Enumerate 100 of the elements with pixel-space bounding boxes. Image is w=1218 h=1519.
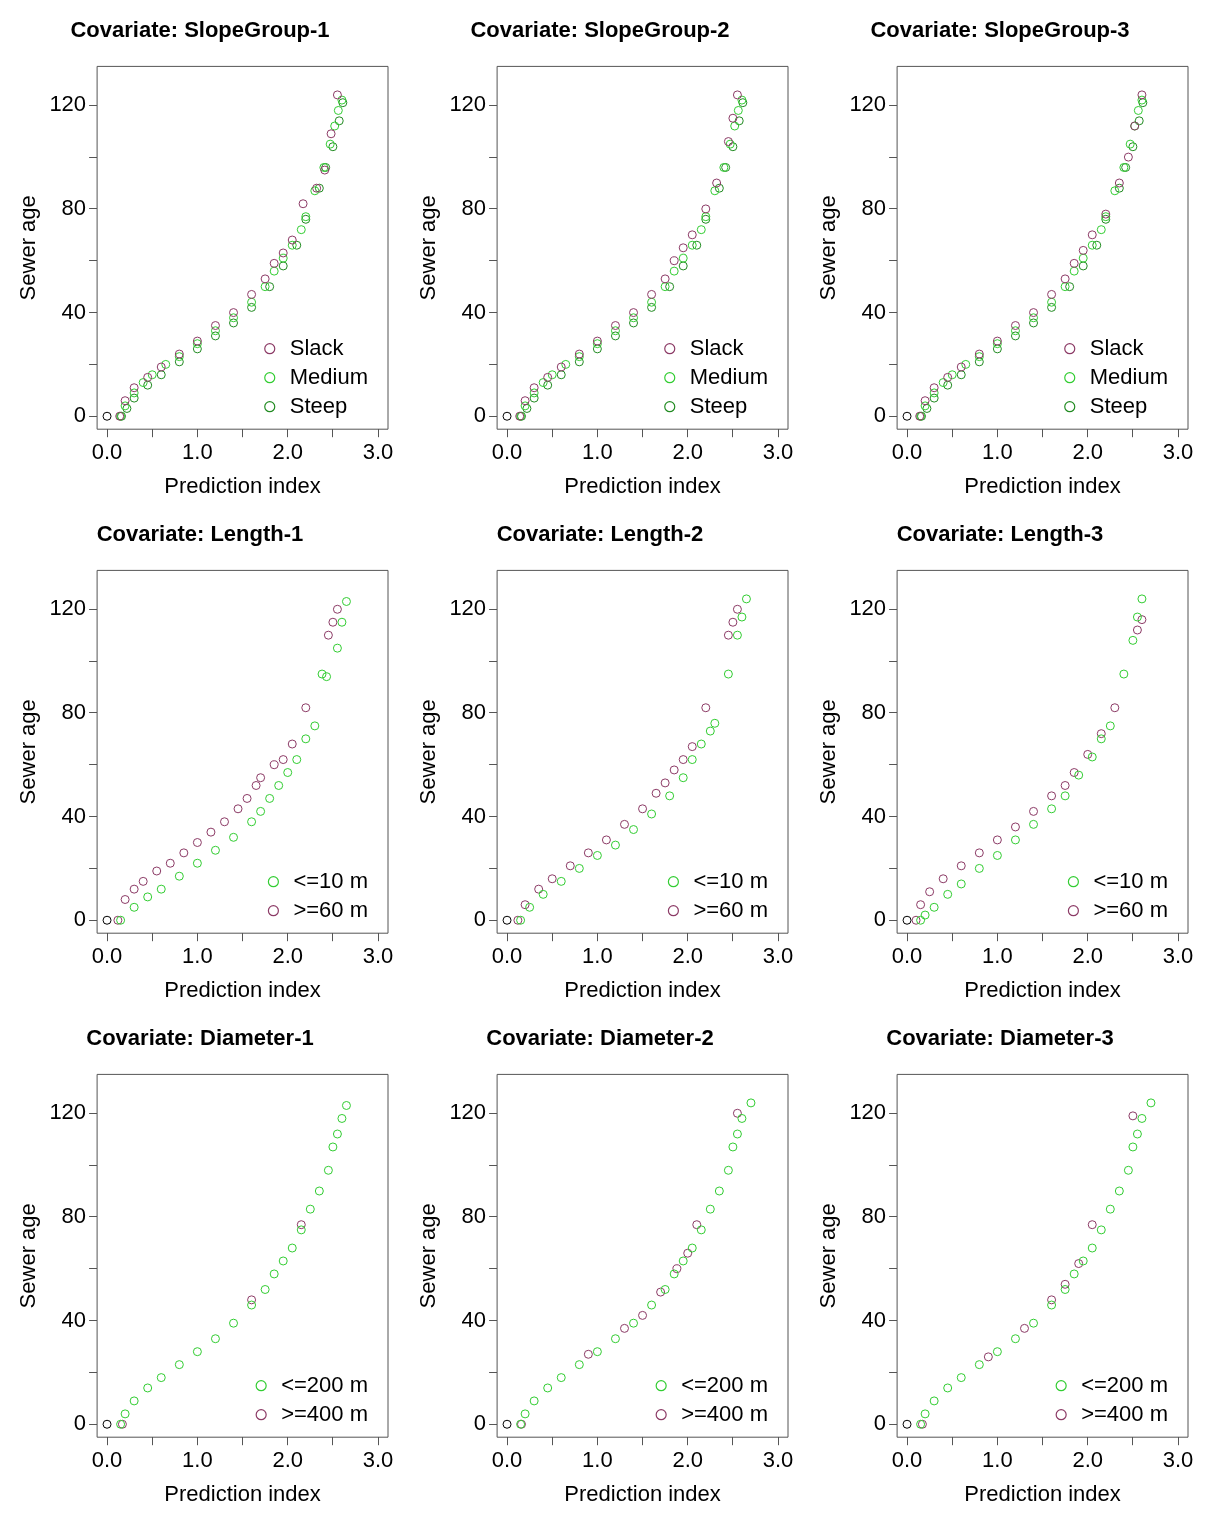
y-tick-label: 40 (461, 1306, 487, 1332)
y-tick-label: 40 (861, 802, 887, 828)
chart-title: Covariate: Length-3 (896, 521, 1104, 547)
x-tick-label: 3.0 (1162, 943, 1194, 969)
x-tick-label: 3.0 (362, 439, 394, 465)
x-tick-label: 1.0 (182, 943, 213, 969)
y-tick-label: 0 (473, 906, 487, 932)
legend-label: Steep (289, 392, 348, 418)
y-tick-label: 40 (861, 298, 887, 324)
chart-title: Covariate: SlopeGroup-1 (70, 17, 330, 43)
y-tick-label: 40 (61, 802, 87, 828)
x-tick-label: 0.0 (891, 1447, 923, 1473)
y-tick-label: 0 (73, 1410, 87, 1436)
legend-label: >=400 m (681, 1400, 768, 1426)
legend-label: >=60 m (293, 896, 368, 922)
x-tick-label: 2.0 (672, 1447, 704, 1473)
y-tick-label: 120 (849, 1099, 887, 1125)
x-axis-title: Prediction index (164, 1480, 321, 1506)
x-axis-title: Prediction index (164, 472, 321, 498)
y-tick-label: 80 (861, 698, 887, 724)
x-tick-label: 1.0 (582, 1447, 613, 1473)
legend-label: Slack (289, 334, 345, 360)
x-tick-label: 2.0 (1072, 439, 1104, 465)
x-axis-title: Prediction index (164, 976, 321, 1002)
x-tick-label: 0.0 (491, 943, 523, 969)
legend-label: Slack (1089, 334, 1145, 360)
x-tick-label: 3.0 (762, 439, 794, 465)
legend-label: <=200 m (281, 1371, 368, 1397)
x-tick-label: 2.0 (1072, 1447, 1104, 1473)
y-tick-label: 0 (873, 906, 887, 932)
legend-label: >=400 m (1081, 1400, 1168, 1426)
x-tick-label: 0.0 (491, 1447, 523, 1473)
y-axis-title: Sewer age (415, 699, 441, 805)
x-tick-label: 1.0 (182, 1447, 213, 1473)
x-tick-label: 2.0 (272, 1447, 304, 1473)
x-tick-label: 2.0 (672, 943, 704, 969)
y-axis-title: Sewer age (815, 699, 841, 805)
x-tick-label: 2.0 (272, 439, 304, 465)
x-tick-label: 2.0 (672, 439, 704, 465)
legend-label: Slack (689, 334, 745, 360)
y-tick-label: 80 (61, 194, 87, 220)
legend-label: <=10 m (293, 867, 368, 893)
chart-title: Covariate: Diameter-1 (86, 1025, 314, 1051)
y-tick-label: 120 (849, 595, 887, 621)
x-axis-title: Prediction index (564, 976, 721, 1002)
chart-title: Covariate: SlopeGroup-2 (470, 17, 730, 43)
chart-title: Covariate: Length-2 (496, 521, 704, 547)
x-tick-label: 3.0 (362, 943, 394, 969)
y-tick-label: 120 (849, 91, 887, 117)
x-axis-title: Prediction index (964, 472, 1121, 498)
x-axis-title: Prediction index (964, 976, 1121, 1002)
legend-label: <=200 m (1081, 1371, 1168, 1397)
x-tick-label: 1.0 (982, 439, 1013, 465)
y-tick-label: 0 (73, 906, 87, 932)
chart-title: Covariate: Length-1 (96, 521, 304, 547)
y-axis-title: Sewer age (15, 1203, 41, 1309)
x-axis-title: Prediction index (964, 1480, 1121, 1506)
x-tick-label: 0.0 (891, 943, 923, 969)
y-tick-label: 0 (873, 402, 887, 428)
x-tick-label: 2.0 (272, 943, 304, 969)
y-tick-label: 80 (461, 1202, 487, 1228)
y-tick-label: 120 (49, 1099, 87, 1125)
y-tick-label: 40 (461, 802, 487, 828)
chart-title: Covariate: Diameter-3 (886, 1025, 1114, 1051)
x-tick-label: 3.0 (762, 1447, 794, 1473)
x-axis-title: Prediction index (564, 472, 721, 498)
y-tick-label: 40 (861, 1306, 887, 1332)
y-tick-label: 0 (73, 402, 87, 428)
y-axis-title: Sewer age (815, 195, 841, 301)
y-tick-label: 80 (461, 698, 487, 724)
y-axis-title: Sewer age (15, 699, 41, 805)
y-tick-label: 120 (449, 595, 487, 621)
y-tick-label: 80 (861, 194, 887, 220)
y-tick-label: 40 (461, 298, 487, 324)
x-tick-label: 0.0 (91, 439, 123, 465)
x-tick-label: 1.0 (582, 439, 613, 465)
x-tick-label: 1.0 (582, 943, 613, 969)
y-axis-title: Sewer age (415, 1203, 441, 1309)
y-tick-label: 80 (61, 698, 87, 724)
legend-label: Steep (689, 392, 748, 418)
y-tick-label: 0 (473, 1410, 487, 1436)
y-axis-title: Sewer age (415, 195, 441, 301)
legend-label: Medium (689, 363, 768, 389)
y-tick-label: 120 (449, 1099, 487, 1125)
x-tick-label: 1.0 (982, 1447, 1013, 1473)
y-tick-label: 80 (461, 194, 487, 220)
x-tick-label: 3.0 (362, 1447, 394, 1473)
y-tick-label: 40 (61, 1306, 87, 1332)
x-tick-label: 0.0 (91, 1447, 123, 1473)
legend-label: >=60 m (1093, 896, 1168, 922)
legend-label: Medium (1089, 363, 1168, 389)
x-tick-label: 1.0 (182, 439, 213, 465)
y-tick-label: 0 (873, 1410, 887, 1436)
y-tick-label: 40 (61, 298, 87, 324)
legend-label: <=200 m (681, 1371, 768, 1397)
legend-label: Steep (1089, 392, 1148, 418)
x-tick-label: 0.0 (891, 439, 923, 465)
x-tick-label: 3.0 (762, 943, 794, 969)
y-axis-title: Sewer age (815, 1203, 841, 1309)
x-tick-label: 0.0 (491, 439, 523, 465)
